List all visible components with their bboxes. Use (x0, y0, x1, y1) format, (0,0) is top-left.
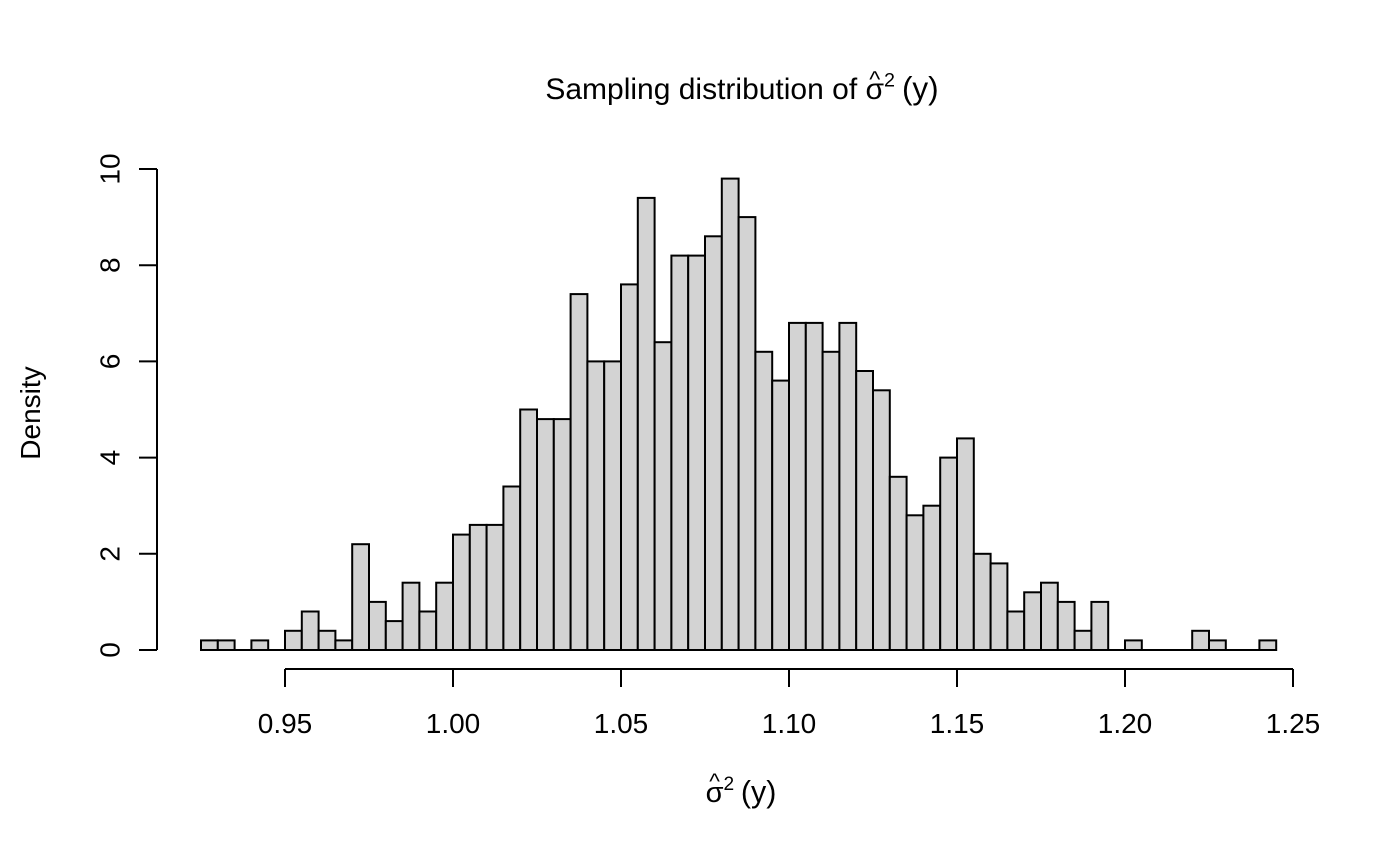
histogram-bar (838, 321, 858, 651)
histogram-bar (788, 321, 807, 651)
chart-title-suffix: (y) (901, 70, 939, 106)
y-tick-label: 6 (95, 354, 126, 370)
histogram-bar (569, 293, 589, 651)
histogram-bar (1006, 610, 1026, 651)
histogram-bar (1090, 600, 1110, 652)
x-tick-label: 1.10 (762, 708, 817, 739)
histogram-bar (989, 562, 1009, 652)
histogram-bar (704, 235, 723, 652)
x-tick-label: 0.95 (258, 708, 313, 739)
histogram-bar (317, 629, 337, 651)
histogram-bar (922, 504, 942, 652)
histogram-bar (956, 437, 975, 651)
histogram-bar (670, 254, 690, 651)
histogram-bar (216, 639, 236, 652)
histogram-bar (586, 360, 606, 651)
histogram-bar (200, 639, 219, 652)
histogram-bar (603, 360, 623, 651)
histogram-bar (1124, 639, 1143, 652)
sigma-hat-symbol: ^ σ (865, 66, 885, 106)
x-axis-label-suffix: (y) (740, 775, 777, 809)
histogram-bar (888, 475, 908, 651)
histogram-bar (536, 418, 555, 651)
histogram-bar (1258, 639, 1278, 652)
histogram-bar (1040, 581, 1059, 652)
x-axis-label: ^ σ2 (y) (705, 769, 777, 809)
sigma-glyph: σ (865, 73, 885, 106)
histogram-bar (418, 610, 438, 651)
sigma-superscript: 2 (723, 774, 735, 796)
histogram-bar (754, 350, 774, 651)
histogram-bar (720, 177, 740, 651)
x-tick-label: 1.25 (1266, 708, 1321, 739)
chart-title-prefix: Sampling distribution of (545, 73, 866, 106)
histogram-bar (872, 389, 891, 651)
sigma-glyph: σ (705, 777, 724, 809)
y-axis-label: Density (15, 366, 46, 460)
x-tick-label: 1.20 (1098, 708, 1153, 739)
x-tick-label: 1.05 (594, 708, 649, 739)
sigma-superscript: 2 (884, 69, 896, 92)
hat-caret: ^ (709, 769, 720, 795)
histogram-bar (1191, 629, 1210, 651)
y-tick-label: 10 (95, 153, 126, 184)
histogram-bar (334, 639, 354, 652)
histogram-bar (771, 379, 791, 651)
histogram-bar (620, 283, 639, 651)
sigma-hat-symbol: ^ σ (705, 769, 724, 809)
histogram-bar (1208, 639, 1227, 652)
histogram-bar (821, 350, 841, 651)
y-tick-label: 2 (95, 546, 126, 562)
y-tick-label: 0 (95, 642, 126, 658)
y-tick-label: 4 (95, 450, 126, 466)
histogram-bar (1056, 600, 1076, 652)
histogram-bar (1023, 591, 1042, 651)
histogram-bar (1073, 629, 1093, 651)
histogram-bar (468, 523, 488, 652)
histogram-bar (855, 370, 875, 651)
y-tick-label: 8 (95, 257, 126, 273)
histogram-bar (384, 620, 404, 651)
histogram-bar (401, 581, 421, 652)
histogram-bar (435, 581, 455, 652)
histogram-bar (351, 543, 371, 652)
histogram-bar (804, 321, 824, 651)
histogram-bar (368, 600, 387, 652)
histogram-bar (284, 629, 303, 651)
x-tick-label: 1.15 (930, 708, 985, 739)
chart-title: Sampling distribution of ^ σ2 (y) (545, 66, 939, 106)
hat-caret: ^ (869, 65, 881, 92)
histogram-bar (636, 196, 656, 651)
histogram-bar (552, 418, 572, 651)
histogram-bar (485, 523, 505, 652)
histogram-bar (737, 216, 757, 651)
histogram-bar (939, 456, 959, 651)
histogram-bar (972, 552, 992, 651)
histogram-bar (250, 639, 270, 652)
x-tick-label: 1.00 (426, 708, 481, 739)
histogram-bar (502, 485, 522, 651)
histogram-bar (687, 254, 707, 651)
histogram-bar (905, 514, 925, 651)
histogram-bar (452, 533, 471, 651)
histogram-bar (653, 341, 673, 651)
histogram-bar (519, 408, 539, 651)
histogram-bar (300, 610, 320, 651)
